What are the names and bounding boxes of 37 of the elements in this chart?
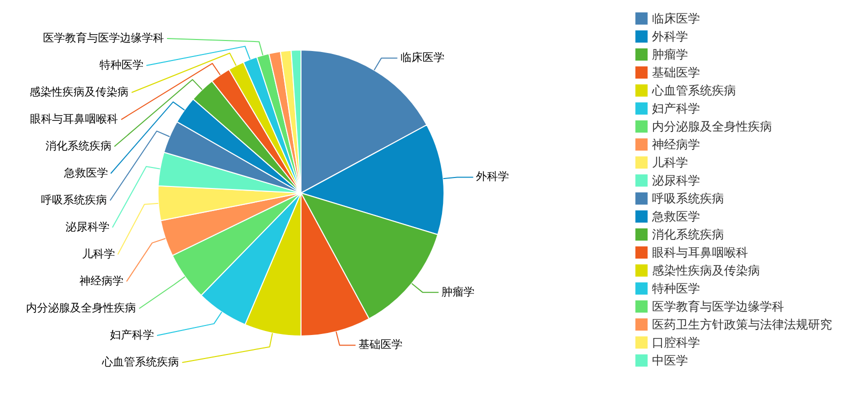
legend-label: 急救医学 [651, 210, 700, 224]
slice-label: 外科学 [476, 170, 510, 184]
slice-label: 心血管系统疾病 [101, 356, 180, 369]
slice-label: 内分泌腺及全身性疾病 [26, 302, 136, 315]
legend-label: 感染性疾病及传染病 [652, 264, 760, 278]
legend-label: 神经病学 [652, 138, 700, 152]
legend-label: 心血管系统疾病 [651, 84, 736, 98]
slice-label: 医学教育与医学边缘学科 [43, 32, 164, 45]
legend-label: 肿瘤学 [652, 48, 688, 62]
slice-label: 呼吸系统疾病 [41, 194, 108, 207]
legend-label: 呼吸系统疾病 [652, 192, 724, 206]
legend-label: 口腔科学 [652, 336, 700, 350]
legend-label: 内分泌腺及全身性疾病 [652, 120, 772, 134]
slice-label: 消化系统疾病 [45, 140, 112, 153]
slice-label: 泌尿科学 [65, 220, 110, 234]
slice-label: 眼科与耳鼻咽喉科 [30, 112, 118, 126]
legend-label: 医药卫生方针政策与法律法规研究 [652, 318, 832, 332]
legend-label: 妇产科学 [652, 102, 700, 116]
legend-label: 外科学 [652, 30, 688, 44]
slice-label: 神经病学 [80, 274, 124, 288]
legend-label: 临床医学 [652, 12, 700, 26]
legend-label: 眼科与耳鼻咽喉科 [652, 246, 748, 260]
slice-label: 妇产科学 [110, 328, 154, 342]
legend-label: 医学教育与医学边缘学科 [652, 300, 784, 314]
legend-label: 基础医学 [652, 66, 700, 80]
slice-label: 特种医学 [99, 58, 144, 72]
slice-label: 感染性疾病及传染病 [30, 86, 129, 99]
legend-label: 中医学 [652, 354, 688, 368]
slice-label: 基础医学 [358, 338, 403, 352]
legend-label: 特种医学 [652, 282, 700, 296]
slice-label: 临床医学 [400, 51, 444, 64]
legend-label: 泌尿科学 [652, 174, 700, 188]
legend-label: 消化系统疾病 [652, 228, 724, 242]
slice-label: 急救医学 [62, 166, 108, 180]
slice-label: 肿瘤学 [442, 285, 475, 298]
legend-label: 儿科学 [652, 156, 688, 170]
slice-label: 儿科学 [82, 248, 115, 261]
